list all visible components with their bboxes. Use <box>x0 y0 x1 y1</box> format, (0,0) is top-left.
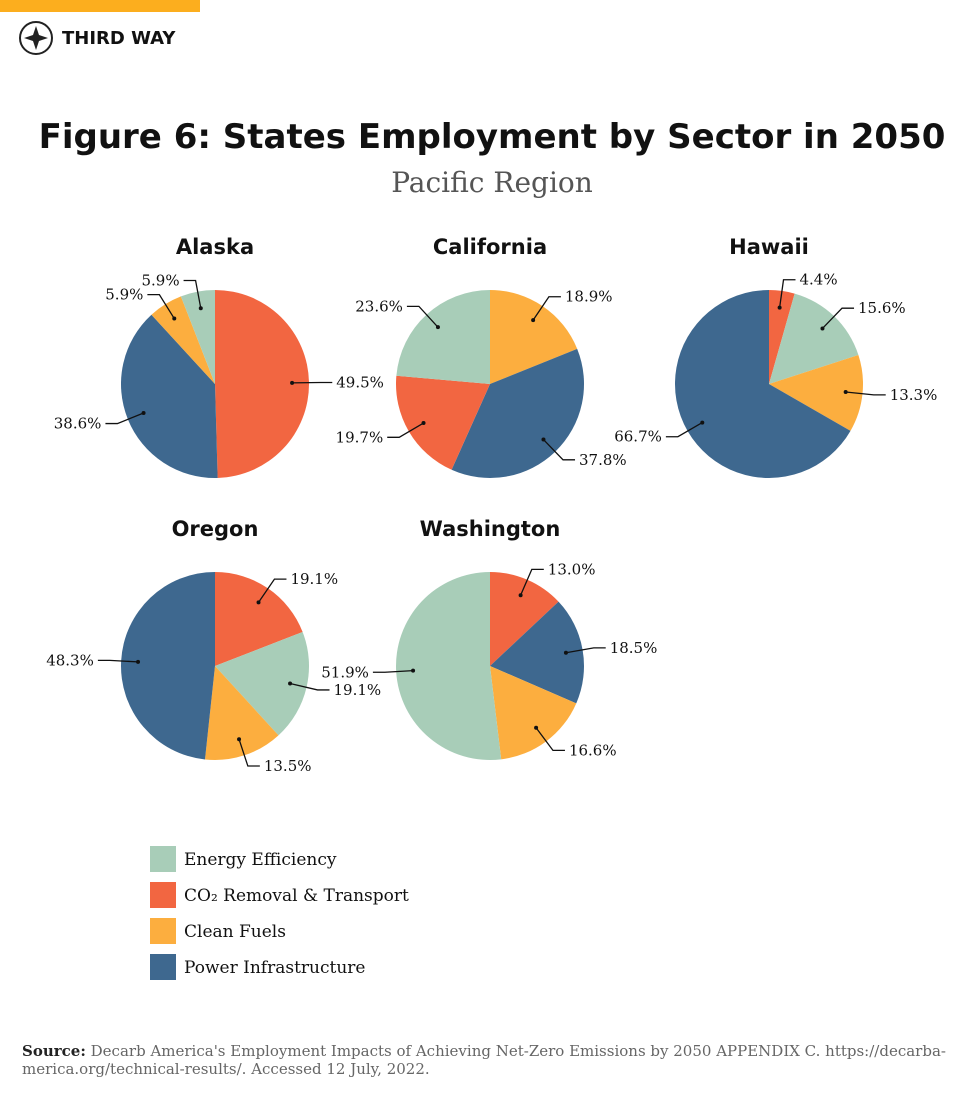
value-label: 49.5% <box>336 374 384 392</box>
legend: Energy Efficiency CO₂ Removal & Transport… <box>150 846 409 980</box>
value-label: 16.6% <box>569 741 617 759</box>
pie-slice <box>396 290 490 384</box>
pie-slice <box>490 666 577 760</box>
legend-label: Power Infrastructure <box>184 958 365 978</box>
leader-line <box>183 279 202 309</box>
leader-line <box>147 293 175 319</box>
value-label: 19.1% <box>334 681 382 699</box>
pie-slice <box>215 631 309 736</box>
leader-line <box>532 296 561 321</box>
pie-title: Washington <box>420 517 561 541</box>
leader-line <box>257 578 287 603</box>
value-label: 5.9% <box>105 286 143 304</box>
brand-name: THIRD WAY <box>62 28 176 49</box>
legend-label: Energy Efficiency <box>184 850 337 870</box>
pie-chart: Hawaii 4.4% 15.6% 13.3% 66.7% <box>614 235 938 479</box>
legend-swatch <box>150 882 176 908</box>
value-label: 13.5% <box>264 757 312 775</box>
pie-slice <box>769 290 795 384</box>
pie-title: Hawaii <box>729 235 809 259</box>
pie-slice <box>490 572 559 666</box>
pie-chart: Oregon 19.1% 19.1% 13.5% 48.3% <box>46 517 381 775</box>
value-label: 4.4% <box>800 271 838 289</box>
value-label: 19.1% <box>290 570 338 588</box>
pie-slice <box>769 293 859 384</box>
title: Figure 6: States Employment by Sector in… <box>39 117 946 157</box>
source-text: merica.org/technical-results/. Accessed … <box>22 1060 430 1078</box>
legend-label: Clean Fuels <box>184 922 286 942</box>
value-label: 38.6% <box>54 415 102 433</box>
leader-line <box>105 412 144 425</box>
pie-slice <box>490 601 584 704</box>
pie-slice <box>204 666 279 760</box>
source: Source: Decarb America's Employment Impa… <box>22 1042 946 1060</box>
leader-line <box>97 659 139 663</box>
pie-title: Alaska <box>176 235 254 259</box>
leader-line <box>406 305 439 328</box>
leader-line <box>845 391 886 396</box>
pie-chart: Washington 13.0% 18.5% 16.6% 51.9% <box>321 517 658 761</box>
pie-slice <box>395 572 502 761</box>
leader-line <box>542 439 576 461</box>
leader-line <box>535 727 565 752</box>
logo <box>19 21 53 55</box>
value-label: 37.8% <box>579 451 627 469</box>
pie-slice <box>451 348 584 478</box>
pie-slice <box>120 314 218 478</box>
pie-slice <box>180 290 215 384</box>
value-label: 51.9% <box>321 663 369 681</box>
value-label: 18.9% <box>565 288 613 306</box>
pie-slice <box>396 375 490 470</box>
pie-slice <box>215 572 303 666</box>
leader-line <box>289 682 330 691</box>
leader-line <box>238 739 260 767</box>
brand-bar <box>0 0 200 12</box>
charts: Alaska 49.5% 38.6% 5.9%5.9% California 18.9% 3… <box>46 235 937 775</box>
pie-title: Oregon <box>172 517 259 541</box>
leader-line <box>387 422 424 438</box>
leader-line <box>665 422 703 438</box>
pie-chart: California 18.9% 37.8% 19.7% 23.6% <box>336 235 627 478</box>
value-label: 19.7% <box>336 428 384 446</box>
legend-swatch <box>150 918 176 944</box>
pie-slice <box>490 290 578 384</box>
value-label: 5.9% <box>141 272 179 290</box>
pie-slice <box>151 296 215 384</box>
value-label: 13.3% <box>890 386 938 404</box>
pie-slice <box>121 572 215 760</box>
legend-swatch <box>150 954 176 980</box>
pie-slice <box>215 290 310 478</box>
source-text: Decarb America's Employment Impacts of A… <box>91 1042 946 1060</box>
leader-line <box>821 307 855 329</box>
value-label: 18.5% <box>610 639 658 657</box>
pie-title: California <box>433 235 547 259</box>
value-label: 13.0% <box>548 560 596 578</box>
leader-line <box>778 279 796 308</box>
value-label: 15.6% <box>858 299 906 317</box>
pie-chart: Alaska 49.5% 38.6% 5.9%5.9% <box>54 235 384 478</box>
leader-line <box>565 647 606 654</box>
source-label: Source: <box>22 1042 86 1060</box>
pie-slice <box>769 354 863 431</box>
value-label: 66.7% <box>614 428 662 446</box>
value-label: 23.6% <box>355 297 403 315</box>
leader-line <box>372 669 414 673</box>
subtitle: Pacific Region <box>391 166 593 199</box>
pie-slice <box>674 290 851 479</box>
value-label: 48.3% <box>46 651 94 669</box>
leader-line <box>520 568 544 596</box>
legend-label: CO₂ Removal & Transport <box>184 886 409 906</box>
legend-swatch <box>150 846 176 872</box>
